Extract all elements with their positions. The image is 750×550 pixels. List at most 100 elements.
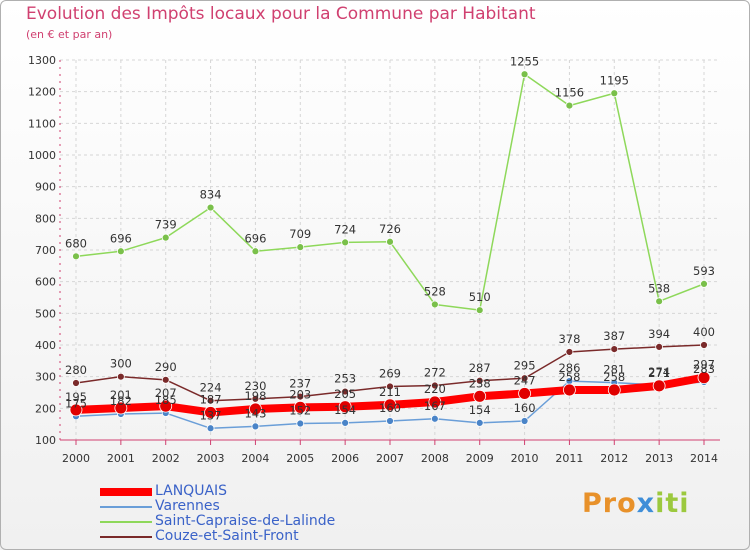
data-label-saint-capraise-de-lalinde-2009: 510 xyxy=(469,290,491,304)
y-tick-label-500: 500 xyxy=(35,307,56,320)
data-label-saint-capraise-de-lalinde-2013: 538 xyxy=(648,281,670,295)
data-label-lanquais-2002: 207 xyxy=(155,386,177,400)
data-label-varennes-2001: 182 xyxy=(110,394,132,408)
data-label-varennes-2006: 154 xyxy=(334,403,356,417)
x-tick-label-2003: 2003 xyxy=(197,452,225,465)
data-label-varennes-2014: 283 xyxy=(693,362,715,376)
data-label-saint-capraise-de-lalinde-2014: 593 xyxy=(693,264,715,278)
data-label-couze-et-saint-front-2010: 295 xyxy=(514,358,536,372)
x-tick-label-2007: 2007 xyxy=(376,452,404,465)
data-label-couze-et-saint-front-2007: 269 xyxy=(379,366,401,380)
x-tick-label-2009: 2009 xyxy=(466,452,494,465)
data-label-saint-capraise-de-lalinde-2003: 834 xyxy=(200,188,222,202)
point-varennes-2005 xyxy=(296,419,305,428)
x-tick-label-2011: 2011 xyxy=(555,452,583,465)
data-label-lanquais-2003: 187 xyxy=(200,392,222,406)
chart-subtitle: (en € et par an) xyxy=(26,28,113,41)
point-varennes-2007 xyxy=(386,417,394,425)
proxiti-logo: Proxiti xyxy=(582,488,690,519)
x-tick-label-2008: 2008 xyxy=(421,452,449,465)
data-label-lanquais-2009: 238 xyxy=(469,376,491,390)
y-tick-label-800: 800 xyxy=(35,212,56,225)
point-lanquais-2012 xyxy=(607,383,621,397)
data-label-couze-et-saint-front-2011: 378 xyxy=(558,332,580,346)
x-tick-label-2014: 2014 xyxy=(690,452,718,465)
data-label-lanquais-2007: 211 xyxy=(379,385,401,399)
legend-label-couze: Couze-et-Saint-Front xyxy=(155,528,299,544)
data-label-saint-capraise-de-lalinde-2005: 709 xyxy=(289,227,311,241)
point-lanquais-2003 xyxy=(204,406,217,419)
point-saint-capraise-de-lalinde-2006 xyxy=(341,238,350,247)
point-lanquais-2009 xyxy=(473,389,487,403)
point-couze-et-saint-front-2003 xyxy=(206,396,215,405)
data-label-lanquais-2004: 198 xyxy=(244,389,266,403)
data-label-saint-capraise-de-lalinde-2011: 1156 xyxy=(555,86,584,100)
data-label-varennes-2003: 137 xyxy=(200,408,222,422)
data-label-varennes-2004: 143 xyxy=(244,406,266,420)
data-label-varennes-2013: 274 xyxy=(648,365,670,379)
logo-part-x: x xyxy=(636,488,656,519)
point-lanquais-2014 xyxy=(697,371,711,385)
data-label-varennes-2012: 281 xyxy=(603,363,625,377)
data-label-varennes-2002: 185 xyxy=(155,393,177,407)
point-couze-et-saint-front-2008 xyxy=(430,381,439,390)
x-tick-label-2002: 2002 xyxy=(152,452,180,465)
y-tick-label-900: 900 xyxy=(35,181,56,194)
point-couze-et-saint-front-2009 xyxy=(475,376,484,385)
point-lanquais-2013 xyxy=(652,379,666,393)
point-lanquais-2006 xyxy=(338,400,352,414)
data-label-lanquais-2008: 220 xyxy=(424,382,446,396)
legend-label-saint-capraise: Saint-Capraise-de-Lalinde xyxy=(155,513,336,529)
point-saint-capraise-de-lalinde-2013 xyxy=(655,297,664,306)
point-lanquais-2005 xyxy=(293,400,307,414)
data-label-saint-capraise-de-lalinde-2012: 1195 xyxy=(600,73,629,87)
x-tick-label-2001: 2001 xyxy=(107,452,135,465)
point-couze-et-saint-front-2007 xyxy=(386,382,394,391)
logo-part-pro: Pro xyxy=(582,488,637,519)
data-label-saint-capraise-de-lalinde-2004: 696 xyxy=(244,231,266,245)
point-couze-et-saint-front-2012 xyxy=(610,345,619,354)
x-tick-label-2013: 2013 xyxy=(645,452,673,465)
point-couze-et-saint-front-2010 xyxy=(520,374,529,383)
y-tick-label-400: 400 xyxy=(35,339,56,352)
data-label-varennes-2011: 286 xyxy=(558,361,580,375)
data-label-couze-et-saint-front-2001: 300 xyxy=(110,357,132,371)
data-label-couze-et-saint-front-2008: 272 xyxy=(424,366,446,380)
point-couze-et-saint-front-2005 xyxy=(296,392,305,401)
data-label-lanquais-2011: 258 xyxy=(558,370,580,384)
data-label-couze-et-saint-front-2000: 280 xyxy=(65,363,87,377)
y-tick-label-300: 300 xyxy=(35,371,56,384)
y-tick-label-1000: 1000 xyxy=(28,149,56,162)
y-tick-label-1100: 1100 xyxy=(28,117,56,130)
legend-swatch-couze xyxy=(100,536,152,538)
data-label-couze-et-saint-front-2005: 237 xyxy=(289,377,311,391)
y-tick-label-600: 600 xyxy=(35,276,56,289)
point-saint-capraise-de-lalinde-2007 xyxy=(386,237,394,246)
line-chart: 100 200 300 400 500 600 700 800 900 1000 1100 1200 1… xyxy=(28,54,720,465)
x-tick-label-2012: 2012 xyxy=(600,452,628,465)
chart-title: Evolution des Impôts locaux pour la Comm… xyxy=(26,4,536,24)
data-label-couze-et-saint-front-2002: 290 xyxy=(155,360,177,374)
data-label-saint-capraise-de-lalinde-2002: 739 xyxy=(155,218,177,232)
point-lanquais-2007 xyxy=(383,398,397,412)
data-label-varennes-2010: 160 xyxy=(514,401,536,415)
data-label-lanquais-2013: 271 xyxy=(648,366,670,380)
x-tick-label-2004: 2004 xyxy=(241,452,269,465)
data-label-lanquais-2006: 205 xyxy=(334,387,356,401)
legend-label-varennes: Varennes xyxy=(155,498,220,514)
data-label-saint-capraise-de-lalinde-2010: 1255 xyxy=(510,54,539,68)
point-varennes-2009 xyxy=(475,418,484,427)
data-label-varennes-2005: 152 xyxy=(289,404,311,418)
data-label-varennes-2000: 175 xyxy=(65,396,87,410)
point-couze-et-saint-front-2004 xyxy=(251,394,260,403)
data-label-saint-capraise-de-lalinde-2001: 696 xyxy=(110,231,132,245)
x-tick-label-2005: 2005 xyxy=(286,452,314,465)
data-label-lanquais-2005: 203 xyxy=(289,387,311,401)
y-tick-label-1300: 1300 xyxy=(28,54,56,67)
legend-swatch-lanquais xyxy=(100,488,152,496)
point-lanquais-2008 xyxy=(428,395,442,409)
data-label-saint-capraise-de-lalinde-2006: 724 xyxy=(334,222,356,236)
point-couze-et-saint-front-2002 xyxy=(161,375,170,384)
point-couze-et-saint-front-2000 xyxy=(72,379,80,387)
point-couze-et-saint-front-2011 xyxy=(565,348,574,356)
